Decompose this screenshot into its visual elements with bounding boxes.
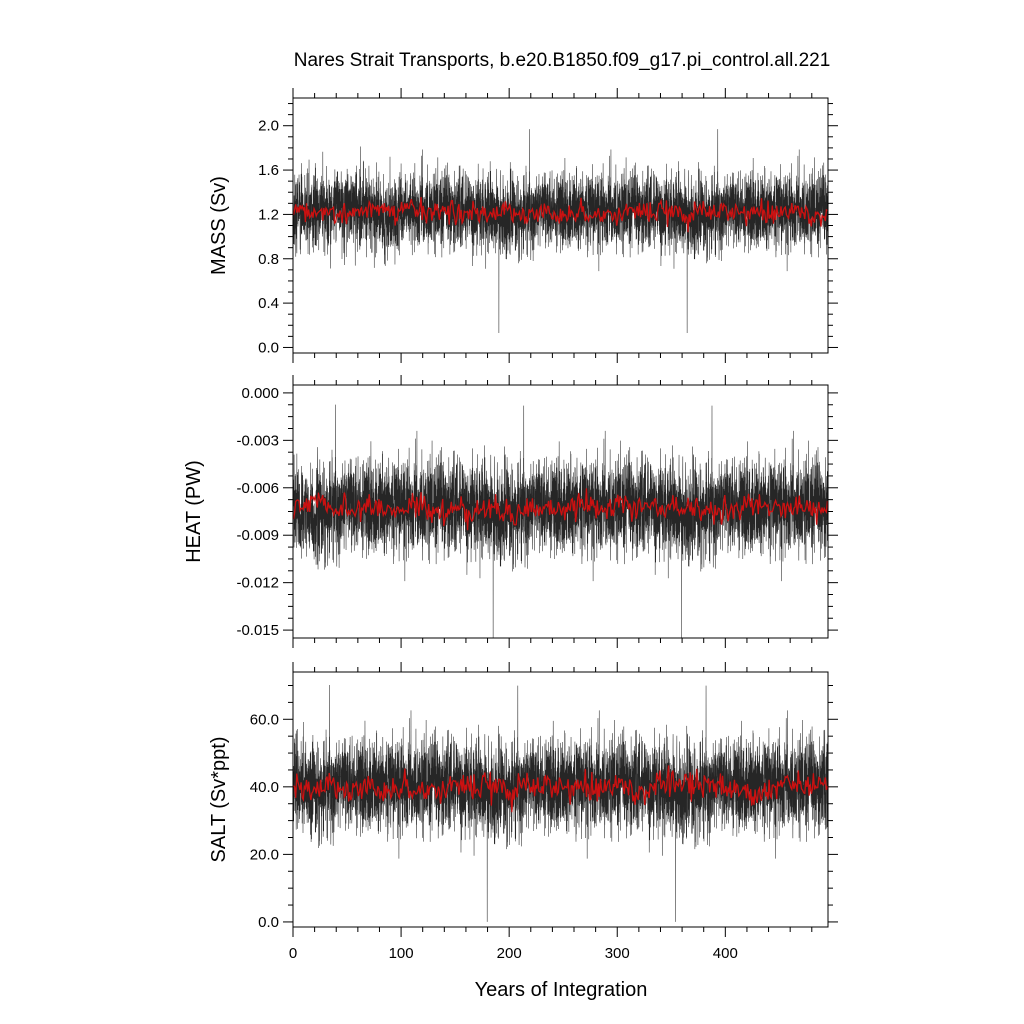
salt-plot-area [293, 685, 828, 922]
panel-heat: 0.000 -0.003 -0.006 -0.009 -0.012 -0.015 HEAT … [183, 375, 838, 648]
salt-ytick-label: 60.0 [250, 711, 279, 728]
mass-annual-mean-series [293, 196, 828, 233]
salt-monthly-series [293, 685, 828, 922]
mass-y-axis-label: MASS (Sv) [208, 176, 230, 275]
heat-ytick-label: -0.006 [236, 480, 279, 497]
mass-ytick-label: 1.2 [258, 206, 279, 223]
heat-plot-area [293, 404, 828, 638]
mass-plot-area [293, 129, 828, 333]
heat-ytick-label: -0.015 [236, 622, 279, 639]
mass-ytick-label: 0.4 [258, 295, 279, 312]
mass-ytick-label: 2.0 [258, 118, 279, 135]
heat-monthly-series [293, 404, 828, 638]
chart-title: Nares Strait Transports, b.e20.B1850.f09… [294, 50, 831, 71]
heat-ytick-label: -0.012 [236, 575, 279, 592]
x-axis-label: Years of Integration [475, 979, 648, 1001]
salt-ytick-label: 20.0 [250, 846, 279, 863]
salt-annual-mean-series [293, 765, 828, 813]
mass-ytick-label: 0.8 [258, 251, 279, 268]
heat-ytick-label: 0.000 [241, 385, 279, 402]
heat-annual-mean-series [293, 488, 828, 531]
heat-y-axis-label: HEAT (PW) [183, 460, 205, 563]
mass-ytick-label: 0.0 [258, 339, 279, 356]
salt-ytick-label: 0.0 [258, 914, 279, 931]
mass-monthly-series [293, 129, 828, 333]
xtick-label: 300 [605, 945, 630, 962]
heat-ytick-label: -0.009 [236, 527, 279, 544]
panel-mass: 0.0 0.4 0.8 1.2 1.6 2.0 MASS (Sv) [208, 88, 838, 363]
panels: 0.0 0.4 0.8 1.2 1.6 2.0 MASS (Sv) 0.000 -0.003 -0… [183, 88, 838, 962]
xtick-label: 100 [389, 945, 414, 962]
xtick-label: 400 [713, 945, 738, 962]
xtick-label: 0 [289, 945, 297, 962]
salt-frame [292, 671, 829, 928]
mass-ytick-label: 1.6 [258, 162, 279, 179]
panel-salt: 0.0 20.0 40.0 60.0 SALT (Sv*ppt) [208, 662, 838, 937]
salt-y-axis-label: SALT (Sv*ppt) [208, 737, 230, 863]
xtick-label: 200 [497, 945, 522, 962]
salt-ytick-label: 40.0 [250, 779, 279, 796]
heat-ytick-label: -0.003 [236, 432, 279, 449]
